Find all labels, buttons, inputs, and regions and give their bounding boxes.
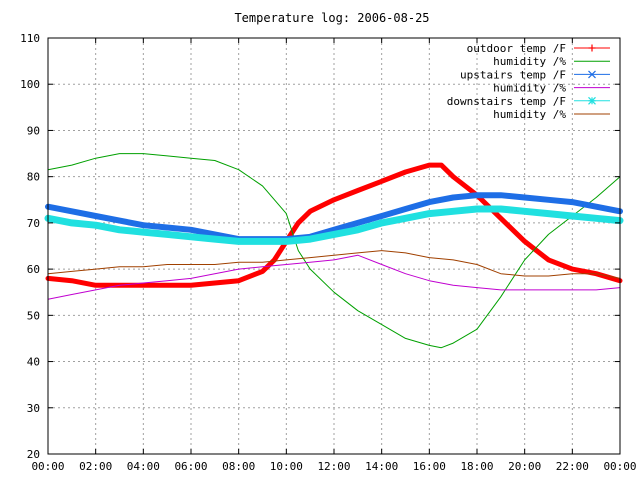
legend-label: upstairs temp /F: [460, 68, 566, 81]
x-tick-label: 00:00: [603, 460, 636, 473]
series-line-2: [45, 192, 623, 243]
y-tick-label: 90: [27, 124, 40, 137]
x-tick-label: 08:00: [222, 460, 255, 473]
x-tick-label: 06:00: [174, 460, 207, 473]
x-tick-label: 14:00: [365, 460, 398, 473]
y-tick-label: 110: [20, 32, 40, 45]
series-layer: [44, 153, 624, 349]
y-tick-label: 80: [27, 171, 40, 184]
y-tick-label: 70: [27, 217, 40, 230]
chart-title: Temperature log: 2006-08-25: [234, 11, 429, 25]
x-tick-label: 16:00: [413, 460, 446, 473]
axis-ticks: 00:00 02:00 04:00 06:00 08:00 10:00 12:00 14:00…: [20, 32, 636, 473]
legend-label: downstairs temp /F: [447, 95, 566, 108]
legend-label: humidity /%: [493, 108, 566, 121]
series-line-5: [47, 250, 621, 279]
y-tick-label: 50: [27, 309, 40, 322]
y-tick-label: 30: [27, 402, 40, 415]
y-tick-label: 100: [20, 78, 40, 91]
y-tick-label: 20: [27, 448, 40, 461]
series-line-3: [47, 254, 621, 300]
legend-marker: [588, 70, 596, 79]
series-line-4: [44, 205, 624, 245]
x-tick-label: 04:00: [127, 460, 160, 473]
x-tick-label: 00:00: [31, 460, 64, 473]
y-tick-label: 60: [27, 263, 40, 276]
legend-label: humidity /%: [493, 55, 566, 68]
x-tick-label: 20:00: [508, 460, 541, 473]
x-tick-label: 18:00: [460, 460, 493, 473]
x-tick-label: 22:00: [556, 460, 589, 473]
grid: [48, 38, 620, 454]
series-line-1: [47, 153, 621, 349]
series-line-0: [45, 162, 623, 288]
x-tick-label: 12:00: [317, 460, 350, 473]
legend-label: outdoor temp /F: [467, 42, 566, 55]
legend-marker: [588, 96, 596, 105]
x-tick-label: 10:00: [270, 460, 303, 473]
legend-label: humidity /%: [493, 82, 566, 95]
y-tick-label: 40: [27, 356, 40, 369]
x-tick-label: 02:00: [79, 460, 112, 473]
